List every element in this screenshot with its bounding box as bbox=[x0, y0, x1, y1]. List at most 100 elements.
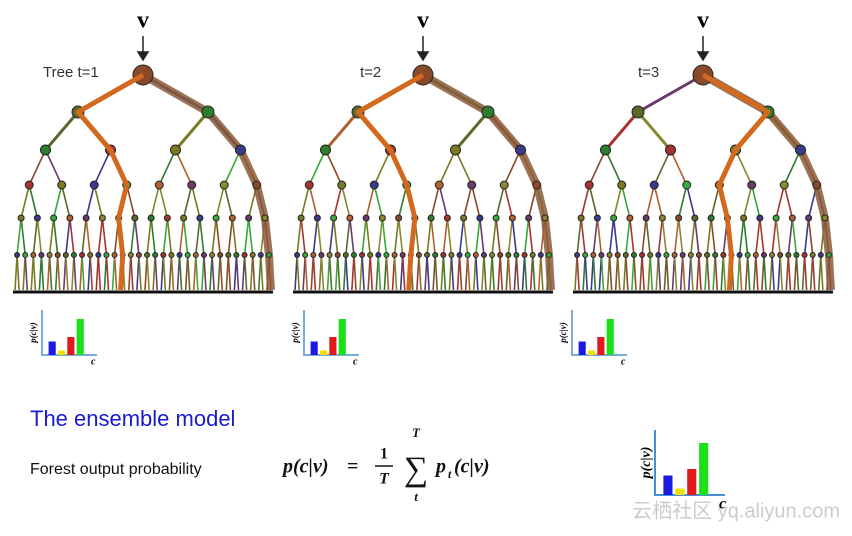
tree-edge bbox=[495, 184, 506, 219]
tree-edge bbox=[65, 217, 71, 256]
tree-node bbox=[476, 214, 484, 222]
tree-edge bbox=[750, 184, 761, 219]
tree-node bbox=[17, 214, 25, 222]
tree-edge bbox=[430, 217, 436, 256]
tree-node bbox=[801, 252, 808, 258]
tree-node bbox=[712, 252, 719, 258]
tree-edge bbox=[625, 217, 631, 256]
tree-edge bbox=[803, 217, 810, 256]
tree-edge bbox=[85, 217, 91, 256]
tree-edge bbox=[673, 217, 680, 256]
tree-node bbox=[383, 252, 390, 258]
tree-label: t=3 bbox=[638, 64, 659, 81]
hist-bar bbox=[338, 319, 346, 355]
tree-edge bbox=[470, 184, 481, 219]
tree-node bbox=[66, 214, 74, 222]
tree-edge bbox=[636, 111, 672, 151]
hist-x-label: c bbox=[353, 356, 358, 367]
tree-edge bbox=[28, 149, 47, 186]
tree-edge bbox=[600, 254, 605, 291]
tree-edge bbox=[101, 217, 108, 256]
tree-node bbox=[532, 180, 542, 190]
tree-node bbox=[217, 252, 224, 258]
tree-edge bbox=[596, 217, 603, 256]
tree-node bbox=[649, 180, 659, 190]
tree-edge bbox=[73, 254, 77, 291]
tree-node bbox=[760, 252, 767, 258]
tree-node bbox=[330, 214, 338, 222]
tree-node bbox=[614, 252, 621, 258]
tree-edge bbox=[685, 184, 696, 219]
tree-edge bbox=[673, 254, 678, 291]
tree-edge bbox=[665, 254, 670, 291]
tree-edge bbox=[158, 149, 177, 186]
tree-node bbox=[472, 252, 479, 258]
tree-node bbox=[720, 252, 727, 258]
tree-edge bbox=[345, 254, 349, 291]
tree-edge bbox=[105, 254, 110, 291]
tree-node bbox=[682, 180, 692, 190]
tree-edge bbox=[16, 254, 20, 291]
tree-node bbox=[665, 144, 676, 156]
tree-node bbox=[22, 252, 29, 258]
tree-edge bbox=[734, 149, 753, 186]
tree-node bbox=[584, 180, 594, 190]
tree-edge bbox=[146, 217, 152, 256]
tree-node bbox=[233, 252, 240, 258]
tree-label: t=2 bbox=[360, 64, 381, 81]
tree-node bbox=[163, 214, 171, 222]
tree-node bbox=[590, 252, 597, 258]
decision-path bbox=[355, 72, 425, 291]
tree-edge bbox=[616, 254, 621, 291]
hist-y-label: p(c|v) bbox=[28, 322, 38, 343]
tree-edge bbox=[771, 217, 777, 256]
tree-node bbox=[450, 144, 461, 156]
tree-edge bbox=[653, 149, 672, 186]
tree-edge bbox=[677, 184, 688, 219]
hist-bar bbox=[319, 350, 328, 355]
tree-edge bbox=[446, 217, 453, 256]
tree-node bbox=[622, 252, 629, 258]
tree-edge bbox=[462, 217, 469, 256]
tree-edge bbox=[44, 111, 80, 151]
tree-edge bbox=[312, 217, 319, 256]
tree-edge bbox=[430, 184, 441, 219]
tree-edge bbox=[592, 254, 597, 291]
tree-edge bbox=[203, 254, 207, 291]
tree-node bbox=[415, 252, 422, 258]
tree-node bbox=[679, 252, 686, 258]
tree-edge bbox=[125, 184, 136, 219]
tree-edge bbox=[592, 217, 599, 256]
tree-edge bbox=[146, 254, 150, 291]
tree-node bbox=[346, 214, 354, 222]
tree-edge bbox=[608, 254, 613, 291]
tree-node bbox=[378, 214, 386, 222]
tree-edge bbox=[32, 217, 39, 256]
tree-node bbox=[825, 252, 832, 258]
tree-edge bbox=[340, 184, 351, 219]
tree-node bbox=[192, 252, 199, 258]
tree-node bbox=[184, 252, 191, 258]
tree-edge bbox=[783, 184, 794, 219]
tree-edge bbox=[235, 254, 240, 291]
tree-edge bbox=[369, 254, 374, 291]
tree-edge bbox=[584, 254, 589, 291]
tree-node bbox=[187, 180, 197, 190]
tree-edge bbox=[328, 254, 333, 291]
tree-edge bbox=[576, 217, 582, 256]
tree-edge bbox=[759, 217, 765, 256]
tree-edge bbox=[174, 111, 210, 151]
tree-node bbox=[658, 214, 666, 222]
tree-node bbox=[695, 252, 702, 258]
tree-node bbox=[541, 214, 549, 222]
tree-node bbox=[508, 214, 516, 222]
tree-edge bbox=[223, 149, 242, 186]
tree-edge bbox=[377, 254, 382, 291]
tree-node bbox=[160, 252, 167, 258]
tree-node bbox=[744, 252, 751, 258]
formula-term: p bbox=[434, 456, 446, 478]
tree-node bbox=[440, 252, 447, 258]
tree-edge bbox=[706, 254, 710, 291]
tree-edge bbox=[475, 217, 481, 256]
tree-edge bbox=[162, 217, 169, 256]
